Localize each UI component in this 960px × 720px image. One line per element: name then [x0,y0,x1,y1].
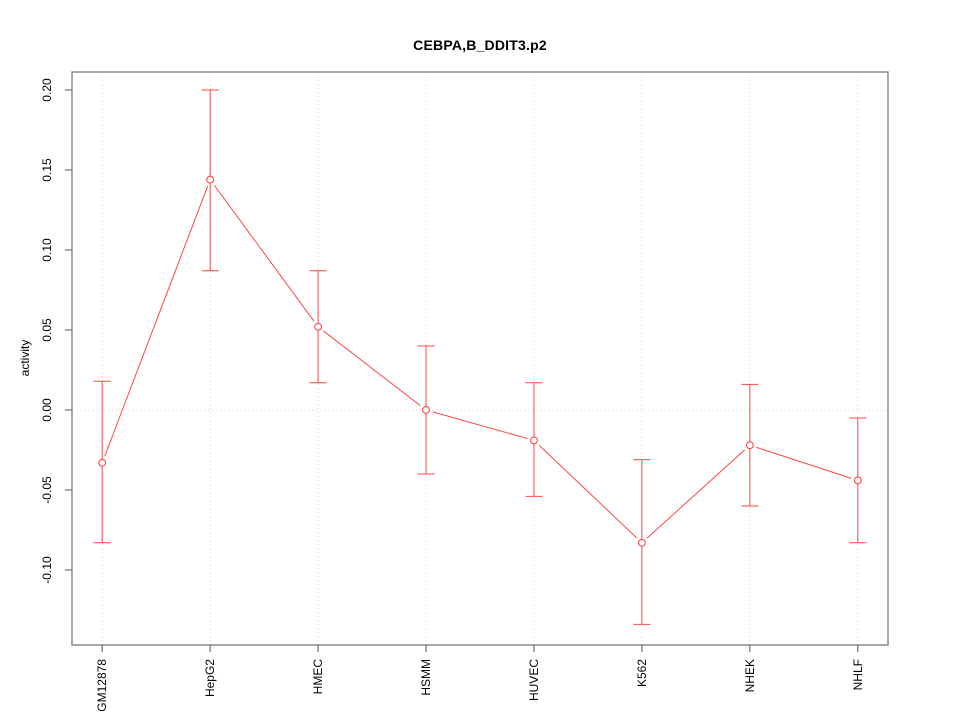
line-segment [104,185,209,457]
chart-title: CEBPA,B_DDIT3.p2 [413,37,547,53]
x-tick-label: NHLF [851,659,865,690]
x-tick-label: HSMM [419,659,433,696]
series-line [104,184,852,539]
point-nhlf [853,476,862,485]
point-gm12878 [98,458,107,467]
line-segment [756,446,852,479]
y-tick-label: 0.15 [40,158,54,182]
y-tick-label: 0.20 [40,78,54,102]
line-segment [213,184,315,322]
y-axis: 0.20 0.15 0.10 0.05 0.00 -0.05 -0.10 [40,78,72,584]
data-points [98,175,862,547]
point-huvec [530,436,538,445]
point-nhek [745,441,754,450]
line-segment [646,449,745,539]
gridlines [72,72,888,645]
plot-box [71,71,889,646]
x-tick-label: GM12878 [95,659,109,712]
point-hsmm [422,406,430,414]
error-bars [93,89,867,625]
y-tick-label: 0.05 [40,318,54,342]
y-tick-label: -0.10 [40,556,54,584]
x-tick-label: K562 [635,659,649,687]
point-hmec [314,322,323,331]
x-tick-label: HUVEC [527,659,541,701]
point-k562 [637,538,646,547]
line-segment [538,444,638,539]
y-tick-label: -0.05 [40,476,54,504]
line-segment [323,330,421,407]
y-tick-label: 0.10 [40,238,54,262]
line-segment [432,411,528,439]
x-tick-label: HMEC [311,659,325,695]
x-axis: GM12878 HepG2 HMEC HSMM HUVEC K562 NHEK NHLF [95,645,865,712]
x-tick-label: NHEK [743,659,757,692]
y-tick-label: 0.00 [40,398,54,422]
point-hepg2 [206,175,215,184]
x-tick-label: HepG2 [203,659,217,697]
